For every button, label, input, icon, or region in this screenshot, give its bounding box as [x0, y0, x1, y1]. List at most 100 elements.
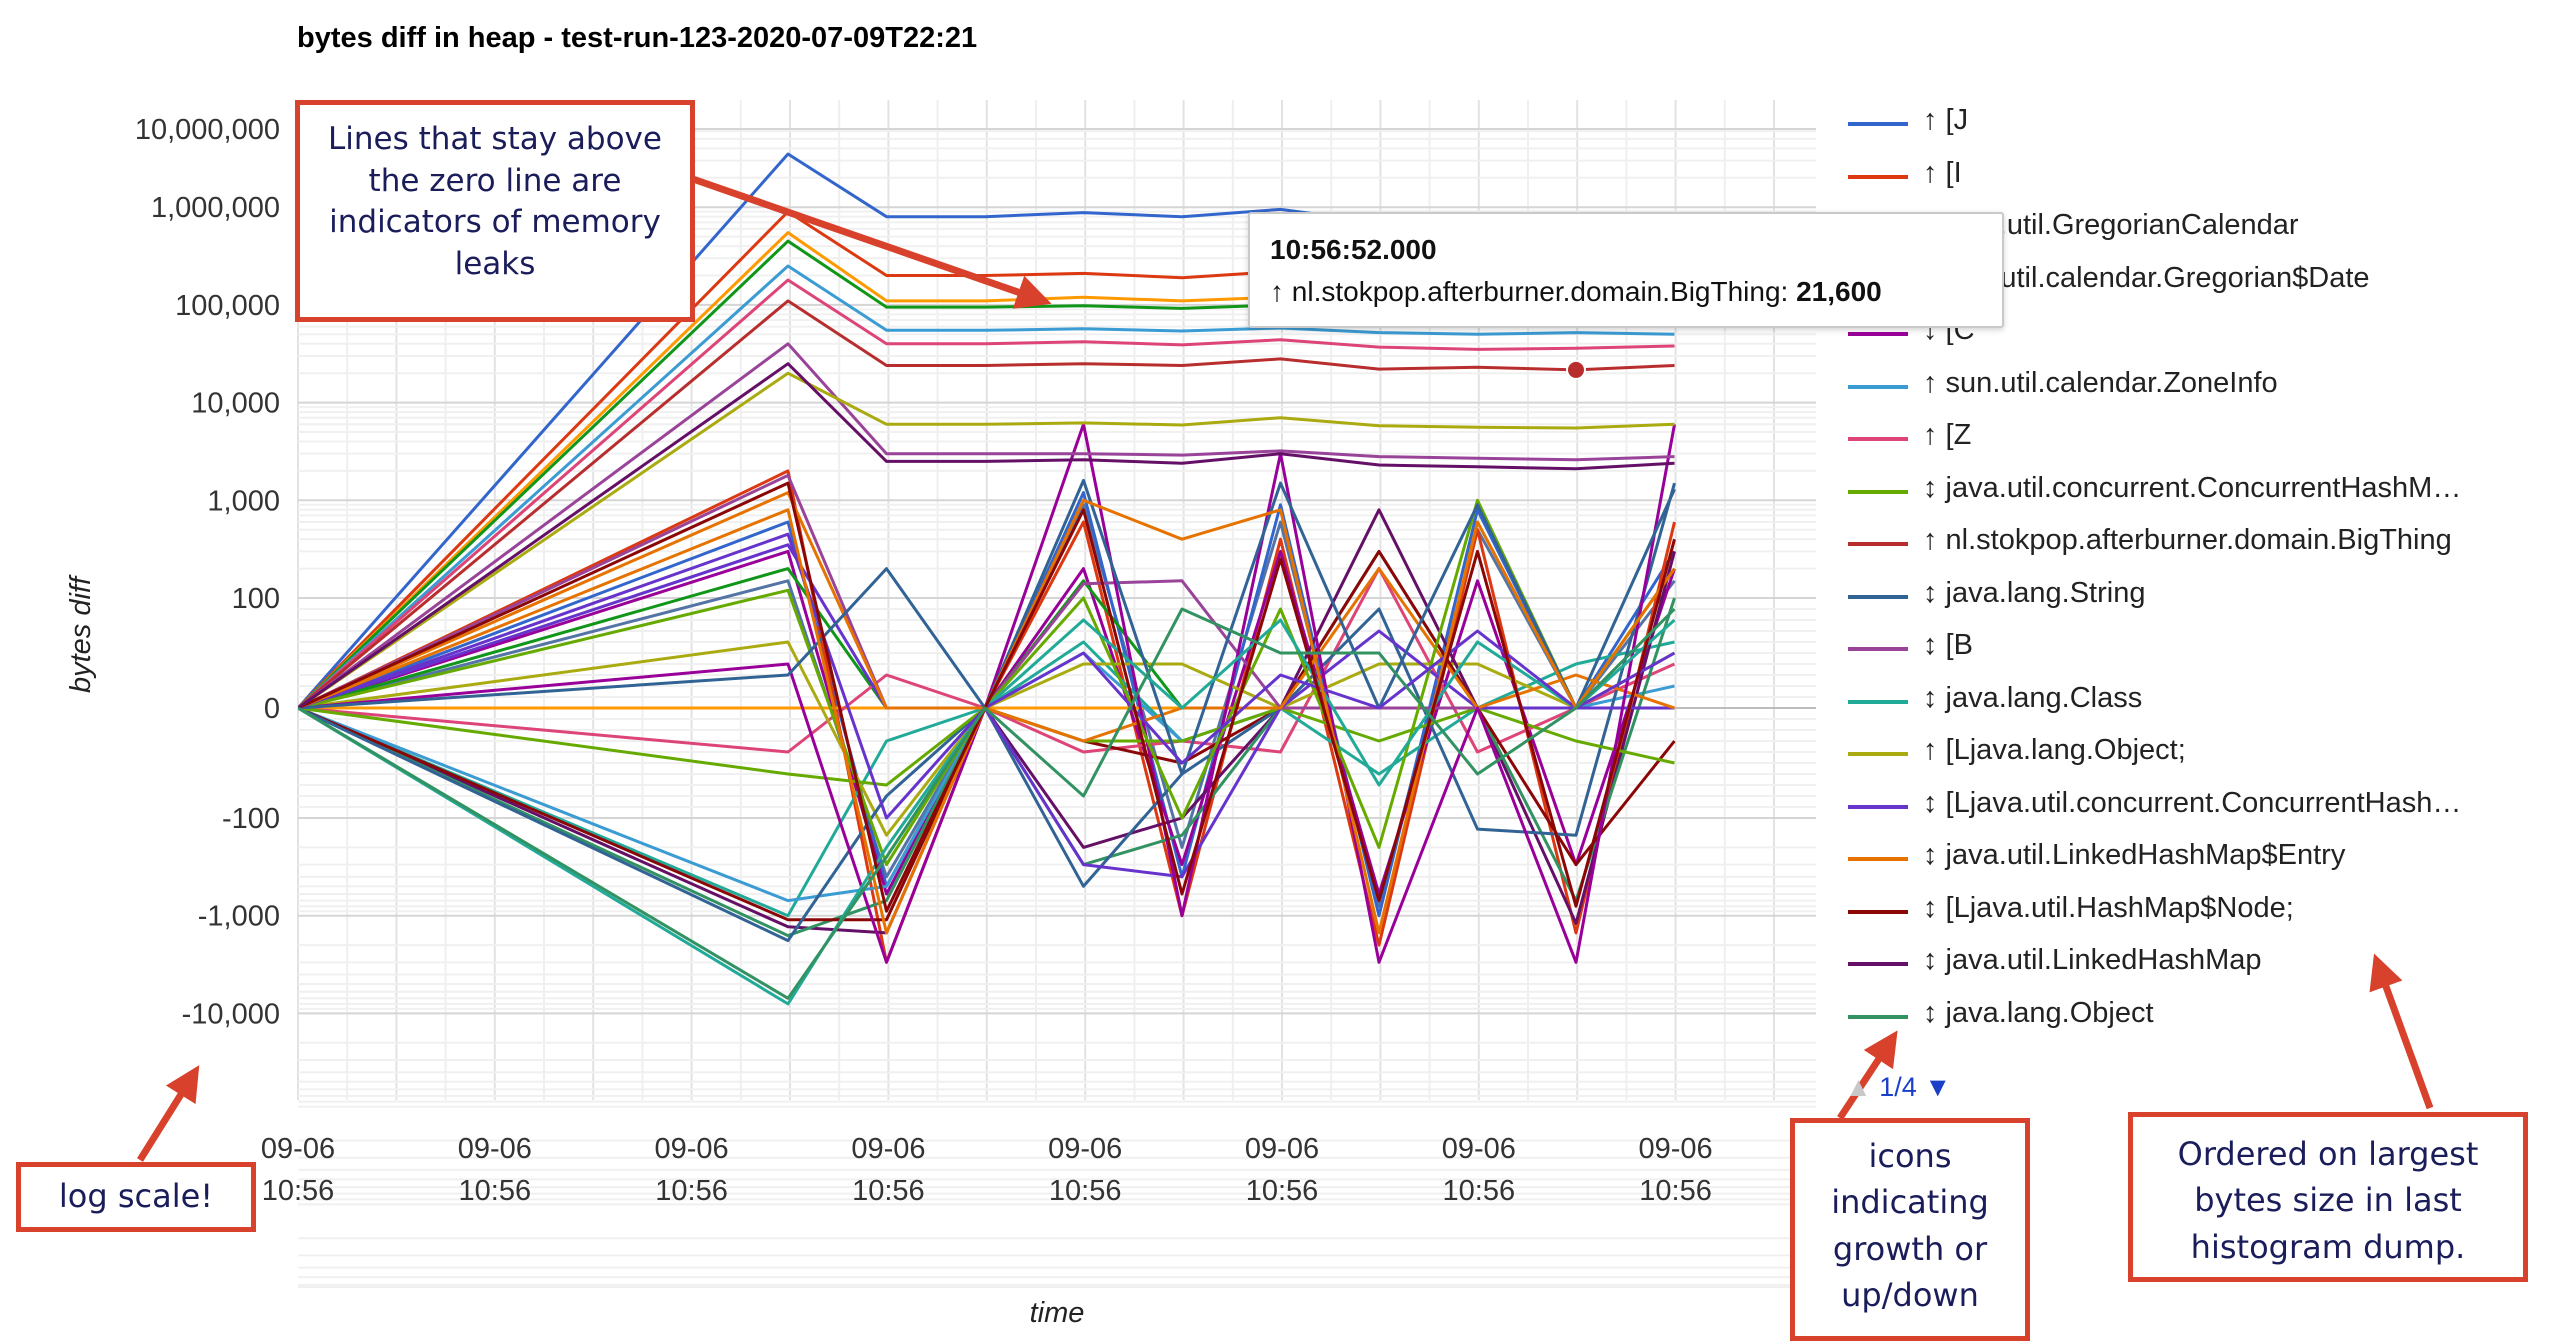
x-tick-label: 10:56 [262, 1175, 335, 1207]
series-lines [298, 152, 1676, 1006]
legend-item[interactable]: ↕ java.lang.Class [1848, 678, 2548, 731]
legend-prev-page-icon[interactable]: ▲ [1845, 1072, 1872, 1102]
legend-swatch [1848, 804, 1908, 809]
legend-label: ↕ java.lang.Class [1923, 681, 2143, 714]
series-line [298, 618, 1676, 1006]
legend-label: ↕ java.util.concurrent.ConcurrentHashM… [1923, 471, 2462, 504]
legend-label: ↕ java.lang.String [1923, 576, 2146, 609]
series-line [298, 607, 1676, 1000]
series-line [298, 342, 1675, 710]
legend-swatch [1848, 384, 1908, 389]
legend-swatch [1848, 542, 1908, 546]
legend-swatch [1848, 332, 1908, 336]
tooltip-value: 21,600 [1796, 276, 1882, 307]
legend-item[interactable]: ↕ java.util.concurrent.ConcurrentHashM… [1848, 468, 2548, 521]
series-line [298, 498, 1676, 935]
annotation-arrow [137, 1065, 200, 1162]
annotation-arrow [2369, 953, 2434, 1110]
tooltip-point[interactable] [1566, 359, 1586, 380]
y-tick-label: 10,000 [191, 388, 280, 420]
x-tick-label: 10:56 [1049, 1175, 1122, 1207]
series-line [298, 371, 1675, 710]
y-tick-label: -100 [222, 803, 280, 835]
y-tick-label: 0 [264, 693, 280, 725]
annotation-arrow [688, 174, 1052, 309]
legend-swatch [1848, 752, 1908, 756]
annotation-arrows [137, 174, 2434, 1162]
x-tick-label: 09-06 [1245, 1133, 1319, 1165]
legend-label: ↕ [Ljava.util.concurrent.ConcurrentHash… [1923, 786, 2462, 819]
series-line [298, 543, 1675, 879]
legend-item[interactable]: ↕ java.util.LinkedHashMap$Entry [1848, 835, 2548, 888]
legend-item[interactable]: ↕ [Ljava.util.concurrent.ConcurrentHash… [1848, 783, 2548, 836]
legend-swatch [1848, 174, 1908, 179]
legend-label: ↕ [B [1923, 629, 1973, 661]
y-tick-label: 100 [232, 583, 280, 615]
legend-swatch [1848, 699, 1908, 704]
y-tick-label: -1,000 [198, 901, 280, 933]
legend: ↑ [J ↑ [I ↑ java.util.GregorianCalendar ↑ s… [1848, 100, 2548, 1045]
series-line [298, 532, 1676, 820]
y-axis-ticks: 10,000,000 1,000,000 100,000 10,000 1,000 100… [135, 114, 280, 1030]
legend-item[interactable]: ↑ nl.stokpop.afterburner.domain.BigThing [1848, 520, 2548, 573]
x-axis-ticks: 09-06 10:56 09-06 10:56 09-06 10:56 09-06 10:56… [261, 1133, 1910, 1207]
legend-label: ↑ [Ljava.lang.Object; [1923, 734, 2186, 766]
series-line [298, 481, 1676, 913]
y-tick-label: 10,000,000 [135, 114, 280, 146]
series-line [298, 549, 1676, 938]
annotation-ordering: Ordered on largest bytes size in last hi… [2128, 1112, 2528, 1282]
legend-label: ↕ [Ljava.util.HashMap$Node; [1923, 891, 2294, 924]
tooltip-series: ↑ nl.stokpop.afterburner.domain.BigThing… [1270, 276, 1789, 307]
series-line [298, 362, 1675, 710]
y-tick-label: 1,000 [207, 485, 280, 517]
legend-item[interactable]: ↕ [B [1848, 625, 2548, 678]
legend-item[interactable]: ↕ java.lang.Object [1848, 993, 2548, 1046]
series-line [298, 422, 1676, 964]
x-tick-label: 10:56 [1246, 1175, 1319, 1207]
chart-title: bytes diff in heap - test-run-123-2020-0… [297, 22, 978, 54]
legend-swatch [1848, 857, 1908, 861]
legend-item[interactable]: ↕ java.util.LinkedHashMap [1848, 940, 2548, 993]
legend-label: ↑ [Z [1923, 419, 1972, 451]
legend-swatch [1848, 647, 1908, 651]
tooltip-time: 10:56:52.000 [1270, 234, 1437, 265]
legend-label: ↕ java.util.LinkedHashMap$Entry [1923, 839, 2346, 871]
legend-swatch [1848, 1014, 1908, 1019]
legend-next-page-icon[interactable]: ▼ [1924, 1072, 1952, 1102]
x-tick-label: 09-06 [261, 1133, 335, 1165]
x-tick-label: 10:56 [852, 1175, 925, 1207]
legend-item[interactable]: ↑ [Ljava.lang.Object; [1848, 730, 2548, 783]
series-line [298, 478, 1676, 776]
legend-item[interactable]: ↕ [Ljava.util.HashMap$Node; [1848, 888, 2548, 941]
x-tick-label: 09-06 [655, 1133, 729, 1165]
legend-label: ↑ nl.stokpop.afterburner.domain.BigThing [1923, 524, 2452, 556]
annotation-arrow [1837, 1030, 1898, 1120]
series-line [298, 706, 1675, 787]
legend-swatch [1848, 489, 1908, 494]
tooltip-row: ↑ nl.stokpop.afterburner.domain.BigThing… [1270, 276, 1882, 308]
x-tick-label: 09-06 [458, 1133, 532, 1165]
legend-swatch [1848, 437, 1908, 441]
legend-item[interactable]: ↑ [I [1848, 153, 2548, 206]
tooltip: 10:56:52.000 ↑ nl.stokpop.afterburner.do… [1248, 212, 2004, 328]
legend-swatch [1848, 909, 1908, 914]
y-tick-label: -10,000 [182, 998, 280, 1030]
y-tick-label: 1,000,000 [151, 192, 280, 224]
legend-label: ↑ [I [1923, 156, 1962, 189]
x-tick-label: 10:56 [459, 1175, 532, 1207]
legend-label: ↑ [J [1923, 104, 1969, 136]
y-tick-label: 100,000 [175, 290, 280, 322]
x-axis-label: time [1030, 1297, 1085, 1329]
legend-item[interactable]: ↑ sun.util.calendar.ZoneInfo [1848, 363, 2548, 416]
legend-item[interactable]: ↑ [J [1848, 100, 2548, 153]
x-tick-label: 10:56 [1639, 1175, 1712, 1207]
annotation-log-scale: log scale! [16, 1162, 256, 1232]
legend-item[interactable]: ↑ [Z [1848, 415, 2548, 468]
legend-label: ↕ java.lang.Object [1923, 996, 2154, 1029]
legend-swatch [1848, 122, 1908, 126]
x-tick-label: 09-06 [1639, 1133, 1713, 1165]
annotation-memory-leaks: Lines that stay above the zero line are … [295, 100, 695, 322]
x-tick-label: 09-06 [851, 1133, 925, 1165]
legend-item[interactable]: ↕ java.lang.String [1848, 573, 2548, 626]
